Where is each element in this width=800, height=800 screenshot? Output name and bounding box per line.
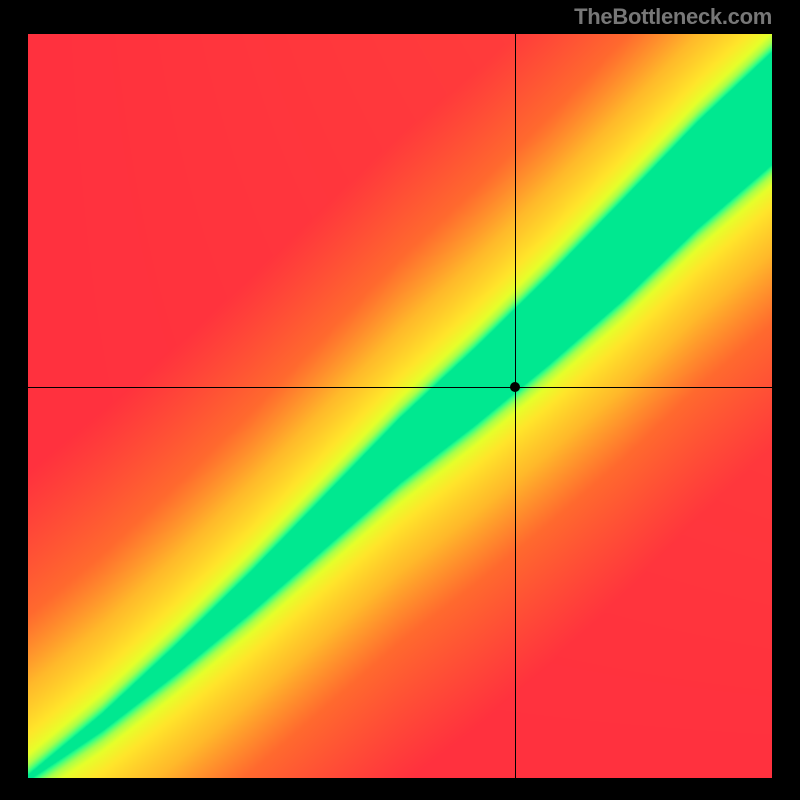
heatmap-canvas xyxy=(28,34,772,778)
crosshair-marker xyxy=(510,382,520,392)
attribution-text: TheBottleneck.com xyxy=(574,4,772,30)
crosshair-horizontal xyxy=(28,387,772,388)
heatmap-plot xyxy=(28,34,772,778)
crosshair-vertical xyxy=(515,34,516,778)
